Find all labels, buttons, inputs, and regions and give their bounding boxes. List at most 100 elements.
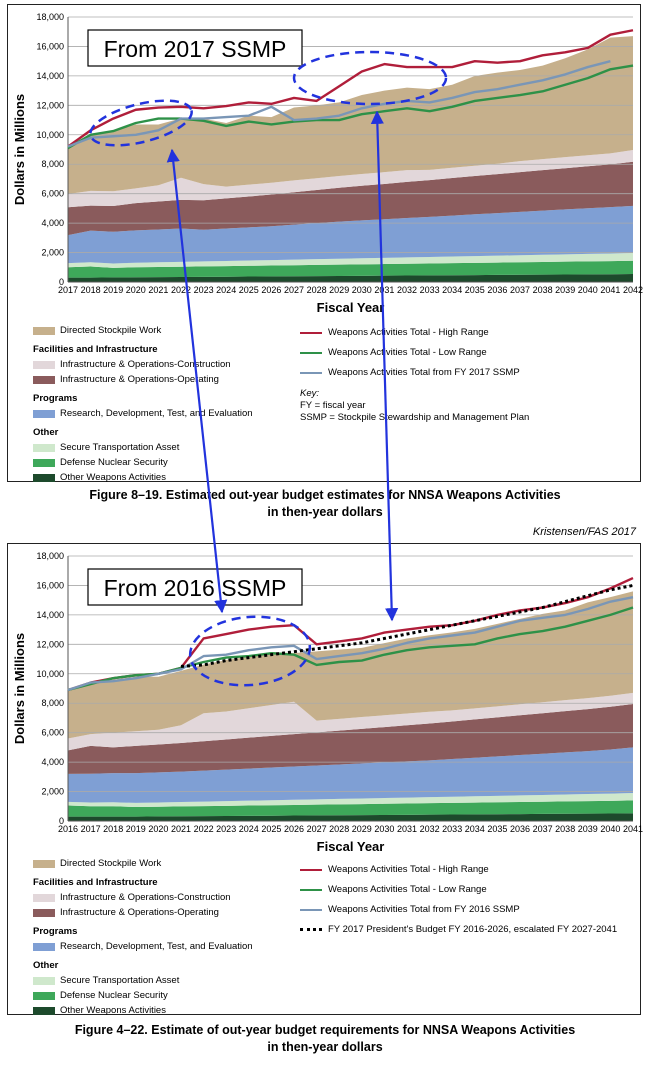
legend-item-dsw: Directed Stockpile Work <box>33 856 253 871</box>
legend-item-high: Weapons Activities Total - High Range <box>300 862 617 877</box>
y-tick-label: 0 <box>59 277 64 287</box>
x-tick-label: 2017 <box>58 285 78 295</box>
legend-item-rdte: Research, Development, Test, and Evaluat… <box>33 939 253 954</box>
legend-item-dsw: Directed Stockpile Work <box>33 323 253 338</box>
x-tick-label: 2021 <box>148 285 168 295</box>
x-tick-label: 2034 <box>465 824 485 834</box>
x-tick-label: 2025 <box>261 824 281 834</box>
key-fy: FY = fiscal year <box>300 400 366 411</box>
legend-header-other: Other <box>33 427 59 438</box>
x-tick-label: 2038 <box>533 285 553 295</box>
legend-header-programs: Programs <box>33 926 78 937</box>
x-tick-label: 2020 <box>148 824 168 834</box>
legend-label: Research, Development, Test, and Evaluat… <box>60 408 253 419</box>
legend-label: Infrastructure & Operations-Construction <box>60 359 231 370</box>
line-ssmp <box>67 60 611 148</box>
legend-item-owa: Other Weapons Activities <box>33 470 253 485</box>
x-tick-label: 2027 <box>307 824 327 834</box>
legend-item-rdte: Research, Development, Test, and Evaluat… <box>33 406 253 421</box>
x-tick-label: 2026 <box>284 824 304 834</box>
legend-label: Infrastructure & Operations-Operating <box>60 374 219 385</box>
y-tick-label: 14,000 <box>36 71 64 81</box>
caption-line-1: Figure 8–19. Estimated out-year budget e… <box>89 488 561 502</box>
x-tick-label: 2039 <box>555 285 575 295</box>
legend-label: Secure Transportation Asset <box>60 975 180 986</box>
x-axis-title: Fiscal Year <box>317 300 385 315</box>
legend-label: Research, Development, Test, and Evaluat… <box>60 941 253 952</box>
x-tick-label: 2040 <box>578 285 598 295</box>
x-tick-label: 2022 <box>194 824 214 834</box>
x-tick-label: 2041 <box>600 285 620 295</box>
line-swatch-ssmp <box>300 371 322 374</box>
legend-label: Weapons Activities Total - Low Range <box>328 347 487 358</box>
y-tick-label: 16,000 <box>36 41 64 51</box>
legend-item-sta: Secure Transportation Asset <box>33 973 253 988</box>
line-pb <box>180 583 634 668</box>
x-tick-label: 2016 <box>58 824 78 834</box>
legend-item-ioc: Infrastructure & Operations-Construction <box>33 890 253 905</box>
y-tick-label: 2,000 <box>41 787 64 797</box>
chart-panel-2017: 0 2,000 4,000 6,000 8,000 10,000 12,000 14,000 1… <box>7 4 643 485</box>
swatch-sta <box>33 443 55 452</box>
legend-left-2017: Directed Stockpile Work Facilities and I… <box>33 323 253 485</box>
y-tick-label: 14,000 <box>36 610 64 620</box>
legend-label: Defense Nuclear Security <box>60 990 168 1001</box>
y-tick-label: 6,000 <box>41 728 64 738</box>
x-tick-label: 2031 <box>374 285 394 295</box>
legend-header-programs: Programs <box>33 393 78 404</box>
stamp-box <box>87 29 303 67</box>
x-tick-label: 2019 <box>103 285 123 295</box>
legend-label: Secure Transportation Asset <box>60 442 180 453</box>
line-swatch-low <box>300 888 322 891</box>
swatch-dns <box>33 991 55 1000</box>
legend-label: Other Weapons Activities <box>60 1005 166 1016</box>
y-tick-label: 0 <box>59 816 64 826</box>
x-tick-label: 2018 <box>81 285 101 295</box>
chart-2016-plot: 0 2,000 4,000 6,000 8,000 10,000 12,000 14,000 1… <box>12 551 643 854</box>
x-tick-label: 2040 <box>600 824 620 834</box>
swatch-rdte <box>33 942 55 951</box>
swatch-owa <box>33 1006 55 1015</box>
x-tick-label: 2036 <box>487 285 507 295</box>
x-tick-label: 2024 <box>216 285 236 295</box>
y-tick-label: 12,000 <box>36 639 64 649</box>
x-tick-label: 2034 <box>442 285 462 295</box>
caption-line-1: Figure 4–22. Estimate of out-year budget… <box>74 1023 576 1037</box>
legend-item-ssmp: Weapons Activities Total from FY 2017 SS… <box>300 365 529 380</box>
legend-label: Weapons Activities Total - Low Range <box>328 884 487 895</box>
legend-header-facilities: Facilities and Infrastructure <box>33 344 158 355</box>
x-tick-label: 2033 <box>420 285 440 295</box>
caption-line-2: in then-year dollars <box>267 1040 383 1054</box>
x-tick-label: 2035 <box>465 285 485 295</box>
swatch-dns <box>33 458 55 467</box>
line-swatch-high <box>300 331 322 334</box>
swatch-ioo <box>33 375 55 384</box>
x-tick-label: 2023 <box>216 824 236 834</box>
x-tick-label: 2017 <box>81 824 101 834</box>
area-ioo <box>68 703 633 774</box>
line-high <box>67 29 634 148</box>
x-tick-label: 2022 <box>171 285 191 295</box>
legend-item-ssmp: Weapons Activities Total from FY 2016 SS… <box>300 902 617 917</box>
y-tick-label: 16,000 <box>36 580 64 590</box>
x-tick-label: 2026 <box>261 285 281 295</box>
y-tick-label: 12,000 <box>36 100 64 110</box>
x-tick-label: 2020 <box>126 285 146 295</box>
area-rdte <box>68 747 633 803</box>
x-tick-label: 2028 <box>307 285 327 295</box>
y-tick-label: 2,000 <box>41 248 64 258</box>
x-tick-label: 2033 <box>442 824 462 834</box>
stamp-label: From 2016 SSMP <box>104 575 287 601</box>
annotation-ellipse <box>292 50 448 106</box>
x-tick-label: 2021 <box>171 824 191 834</box>
x-tick-label: 2024 <box>239 824 259 834</box>
legend-right-2017: Weapons Activities Total - High Range We… <box>300 325 529 424</box>
legend-item-high: Weapons Activities Total - High Range <box>300 325 529 340</box>
credit: Kristensen/FAS 2017 <box>532 526 636 538</box>
y-axis-title: Dollars in Millions <box>12 633 27 744</box>
legend-label: Directed Stockpile Work <box>60 858 162 869</box>
legend-item-ioo: Infrastructure & Operations-Operating <box>33 905 253 920</box>
legend-label: Weapons Activities Total - High Range <box>328 864 489 875</box>
area-dns <box>68 800 633 817</box>
line-swatch-pb <box>300 928 322 931</box>
